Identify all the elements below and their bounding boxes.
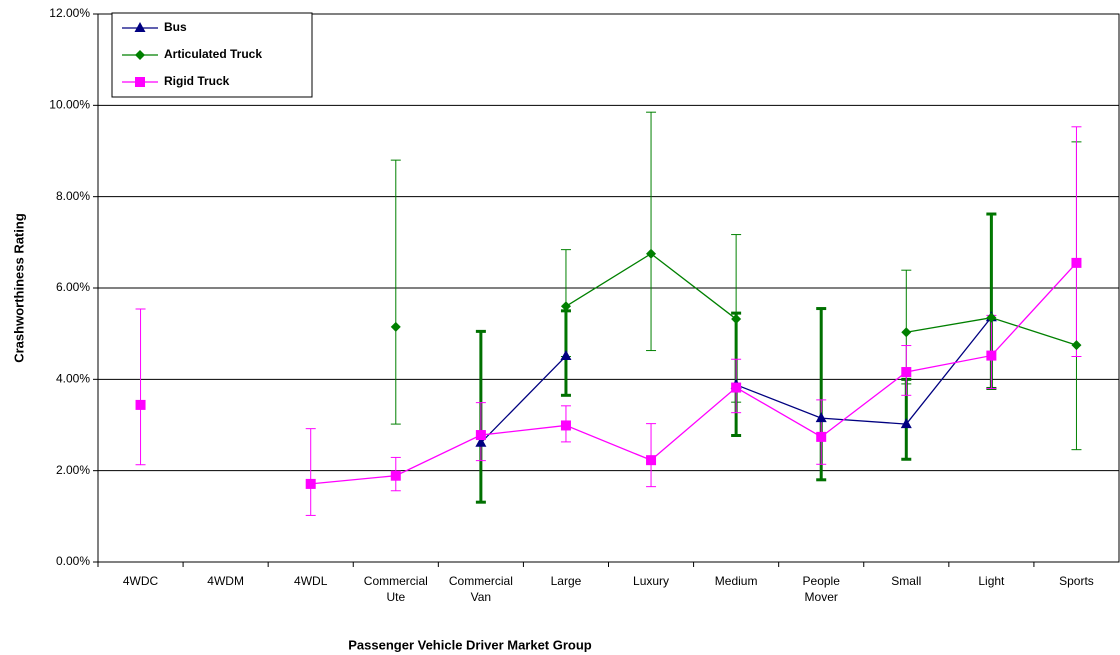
marker — [731, 314, 742, 325]
marker — [646, 455, 657, 466]
y-tick-label: 10.00% — [49, 98, 90, 112]
marker — [986, 312, 997, 323]
legend-label: Rigid Truck — [164, 74, 230, 88]
x-tick-label-line: Mover — [805, 590, 838, 604]
marker — [135, 399, 146, 410]
marker — [475, 436, 487, 447]
series-line — [310, 262, 1077, 485]
x-tick-label: Large — [551, 574, 582, 588]
x-tick-label: Small — [891, 574, 921, 588]
marker — [986, 350, 997, 361]
marker — [390, 470, 401, 481]
marker — [560, 301, 571, 312]
x-tick-label: People Mover — [803, 574, 841, 604]
y-tick-label: 6.00% — [56, 280, 90, 294]
series-line — [480, 316, 992, 444]
x-tick-label: Commercial Van — [449, 574, 513, 604]
marker — [475, 430, 486, 441]
marker — [135, 77, 145, 87]
x-tick-label: 4WDL — [294, 574, 328, 588]
y-tick-label: 12.00% — [49, 6, 90, 20]
error-bar — [135, 308, 146, 466]
y-tick-label: 2.00% — [56, 463, 90, 477]
x-tick-label: Light — [978, 574, 1005, 588]
marker — [560, 420, 571, 431]
marker — [560, 350, 572, 361]
marker — [134, 22, 146, 32]
marker — [1071, 257, 1082, 268]
marker — [816, 431, 827, 442]
error-bar — [646, 111, 657, 352]
y-tick-label: 0.00% — [56, 554, 90, 568]
x-tick-label: Luxury — [633, 574, 669, 588]
x-tick-label-line: Commercial — [449, 574, 513, 588]
error-bar — [390, 159, 401, 425]
error-bar — [305, 428, 316, 516]
marker — [1071, 340, 1082, 351]
x-tick-label: Commercial Ute — [364, 574, 428, 604]
x-tick-label: 4WDC — [123, 574, 159, 588]
error-bar — [1071, 126, 1082, 357]
x-tick-label-line: Commercial — [364, 574, 428, 588]
error-bar — [646, 423, 657, 488]
x-tick-label: 4WDM — [207, 574, 244, 588]
marker — [390, 321, 401, 332]
legend-label: Bus — [164, 20, 187, 34]
legend-label: Articulated Truck — [164, 47, 262, 61]
marker — [815, 412, 827, 423]
marker — [731, 382, 742, 393]
y-tick-label: 8.00% — [56, 189, 90, 203]
x-tick-label: Sports — [1059, 574, 1094, 588]
y-tick-label: 4.00% — [56, 372, 90, 386]
x-tick-label-line: Ute — [386, 590, 405, 604]
y-axis-title: Crashworthiness Rating — [11, 213, 26, 363]
x-tick-label-line: People — [803, 574, 841, 588]
x-axis-title: Passenger Vehicle Driver Market Group — [348, 637, 592, 652]
marker — [900, 418, 912, 429]
marker — [305, 478, 316, 489]
x-tick-label-line: Van — [471, 590, 491, 604]
marker — [901, 327, 912, 338]
marker — [135, 50, 145, 60]
marker — [901, 367, 912, 378]
x-tick-label: Medium — [715, 574, 758, 588]
marker — [646, 248, 657, 259]
